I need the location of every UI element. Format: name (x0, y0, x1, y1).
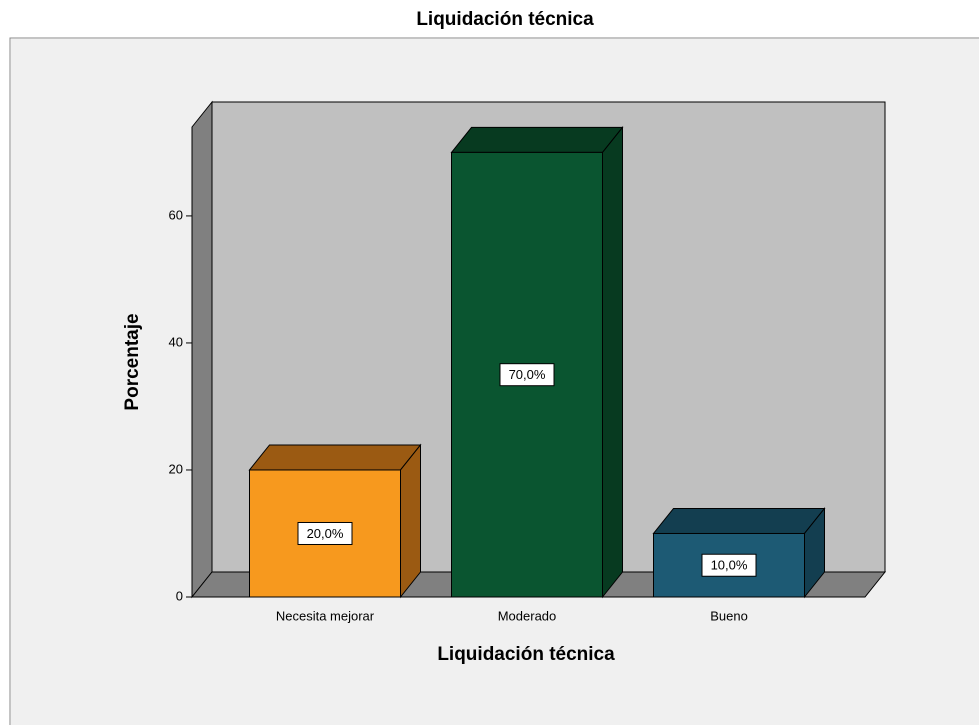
value-label-box (701, 553, 757, 577)
bar-top (652, 507, 826, 534)
value-label-box (297, 521, 353, 545)
value-label: 20,0% (307, 526, 344, 541)
y-tick-label: 40 (169, 334, 183, 349)
y-tick-label: 20 (169, 461, 183, 476)
x-tick-label: Bueno (710, 608, 748, 623)
side-wall (191, 100, 213, 599)
frame (9, 37, 979, 725)
y-tick-label: 60 (169, 207, 183, 222)
y-tick-label: 0 (176, 588, 183, 603)
value-label: 70,0% (509, 367, 546, 382)
bar-side (602, 125, 623, 599)
value-label-box (499, 363, 555, 387)
bar-top (450, 126, 624, 153)
chart-title: Liquidación técnica (416, 9, 594, 30)
bar-top (248, 444, 422, 471)
x-tick-label: Necesita mejorar (276, 608, 375, 623)
y-axis-label: Porcentaje (122, 313, 143, 410)
x-tick-label: Moderado (498, 608, 557, 623)
value-label: 10,0% (711, 558, 748, 573)
x-axis-label: Liquidación técnica (437, 644, 615, 665)
bar-side (400, 443, 421, 599)
